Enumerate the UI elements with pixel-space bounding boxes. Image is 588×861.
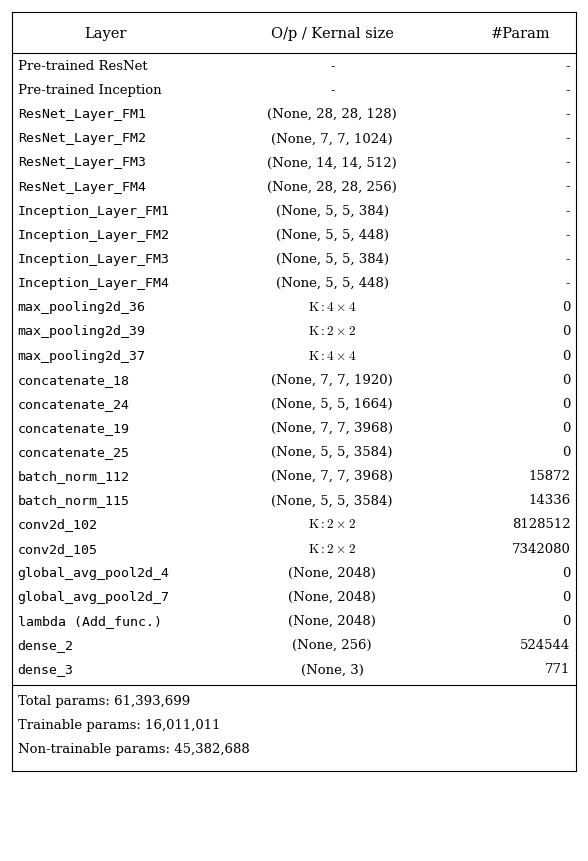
Text: Total params: 61,393,699: Total params: 61,393,699 — [18, 694, 190, 707]
Text: 524544: 524544 — [520, 638, 570, 652]
Text: ResNet_Layer_FM1: ResNet_Layer_FM1 — [18, 108, 146, 121]
Text: -: - — [566, 276, 570, 290]
Text: batch_norm_115: batch_norm_115 — [18, 493, 129, 507]
Text: 0: 0 — [562, 566, 570, 579]
Text: lambda (Add_func.): lambda (Add_func.) — [18, 614, 162, 628]
Text: (None, 14, 14, 512): (None, 14, 14, 512) — [268, 156, 397, 170]
Text: max_pooling2d_37: max_pooling2d_37 — [18, 349, 146, 362]
Text: -: - — [566, 59, 570, 73]
Text: (None, 5, 5, 448): (None, 5, 5, 448) — [276, 276, 389, 290]
Text: 0: 0 — [562, 325, 570, 338]
Text: global_avg_pool2d_7: global_avg_pool2d_7 — [18, 590, 170, 604]
Text: O/p / Kernal size: O/p / Kernal size — [271, 27, 393, 40]
Text: global_avg_pool2d_4: global_avg_pool2d_4 — [18, 566, 170, 579]
Text: 15872: 15872 — [529, 469, 570, 483]
Text: (None, 2048): (None, 2048) — [288, 566, 376, 579]
Text: Layer: Layer — [85, 27, 127, 40]
Text: concatenate_24: concatenate_24 — [18, 397, 129, 411]
Text: (None, 5, 5, 384): (None, 5, 5, 384) — [276, 204, 389, 218]
Text: (None, 5, 5, 384): (None, 5, 5, 384) — [276, 252, 389, 266]
Text: (None, 5, 5, 1664): (None, 5, 5, 1664) — [272, 397, 393, 411]
Text: dense_2: dense_2 — [18, 638, 74, 652]
Text: ResNet_Layer_FM2: ResNet_Layer_FM2 — [18, 132, 146, 146]
Text: concatenate_19: concatenate_19 — [18, 421, 129, 435]
Text: ResNet_Layer_FM3: ResNet_Layer_FM3 — [18, 156, 146, 170]
Text: (None, 2048): (None, 2048) — [288, 590, 376, 604]
Text: -: - — [330, 84, 335, 97]
Text: batch_norm_112: batch_norm_112 — [18, 469, 129, 483]
Text: (None, 28, 28, 128): (None, 28, 28, 128) — [268, 108, 397, 121]
Text: (None, 256): (None, 256) — [292, 638, 372, 652]
Text: 14336: 14336 — [528, 493, 570, 507]
Text: (None, 2048): (None, 2048) — [288, 614, 376, 628]
Text: Pre-trained ResNet: Pre-trained ResNet — [18, 59, 147, 73]
Text: 0: 0 — [562, 300, 570, 314]
Text: -: - — [566, 156, 570, 170]
Text: (None, 7, 7, 1920): (None, 7, 7, 1920) — [271, 373, 393, 387]
Text: Non-trainable params: 45,382,688: Non-trainable params: 45,382,688 — [18, 742, 249, 755]
Text: (None, 7, 7, 3968): (None, 7, 7, 3968) — [271, 469, 393, 483]
Text: -: - — [330, 59, 335, 73]
Text: 0: 0 — [562, 421, 570, 435]
Text: 0: 0 — [562, 445, 570, 459]
Text: (None, 5, 5, 448): (None, 5, 5, 448) — [276, 228, 389, 242]
Text: Inception_Layer_FM2: Inception_Layer_FM2 — [18, 228, 170, 242]
Text: Inception_Layer_FM1: Inception_Layer_FM1 — [18, 204, 170, 218]
Text: conv2d_102: conv2d_102 — [18, 517, 98, 531]
Text: Trainable params: 16,011,011: Trainable params: 16,011,011 — [18, 718, 220, 731]
Text: (None, 3): (None, 3) — [301, 662, 363, 676]
Text: 0: 0 — [562, 590, 570, 604]
Text: -: - — [566, 180, 570, 194]
Text: (None, 5, 5, 3584): (None, 5, 5, 3584) — [272, 445, 393, 459]
Text: max_pooling2d_36: max_pooling2d_36 — [18, 300, 146, 314]
Text: 8128512: 8128512 — [512, 517, 570, 531]
Text: -: - — [566, 132, 570, 146]
Text: -: - — [566, 108, 570, 121]
Text: $\mathrm{K} : 4 \times 4$: $\mathrm{K} : 4 \times 4$ — [308, 300, 356, 314]
Text: -: - — [566, 252, 570, 266]
Text: (None, 28, 28, 256): (None, 28, 28, 256) — [268, 180, 397, 194]
Text: ResNet_Layer_FM4: ResNet_Layer_FM4 — [18, 180, 146, 194]
Text: Inception_Layer_FM4: Inception_Layer_FM4 — [18, 276, 170, 290]
Text: Inception_Layer_FM3: Inception_Layer_FM3 — [18, 252, 170, 266]
Text: concatenate_25: concatenate_25 — [18, 445, 129, 459]
Text: $\mathrm{K} : 4 \times 4$: $\mathrm{K} : 4 \times 4$ — [308, 349, 356, 362]
Text: 0: 0 — [562, 373, 570, 387]
Text: 0: 0 — [562, 614, 570, 628]
Text: -: - — [566, 204, 570, 218]
Text: concatenate_18: concatenate_18 — [18, 373, 129, 387]
Text: (None, 5, 5, 3584): (None, 5, 5, 3584) — [272, 493, 393, 507]
Text: 0: 0 — [562, 349, 570, 362]
Text: 7342080: 7342080 — [512, 542, 570, 555]
Text: conv2d_105: conv2d_105 — [18, 542, 98, 555]
Text: (None, 7, 7, 3968): (None, 7, 7, 3968) — [271, 421, 393, 435]
Text: max_pooling2d_39: max_pooling2d_39 — [18, 325, 146, 338]
Text: $\mathrm{K} : 2 \times 2$: $\mathrm{K} : 2 \times 2$ — [308, 542, 356, 555]
Text: (None, 7, 7, 1024): (None, 7, 7, 1024) — [272, 132, 393, 146]
Text: $\mathrm{K} : 2 \times 2$: $\mathrm{K} : 2 \times 2$ — [308, 517, 356, 531]
Text: 0: 0 — [562, 397, 570, 411]
Text: #Param: #Param — [490, 27, 550, 40]
Text: -: - — [566, 228, 570, 242]
Text: dense_3: dense_3 — [18, 662, 74, 676]
Text: 771: 771 — [545, 662, 570, 676]
Text: Pre-trained Inception: Pre-trained Inception — [18, 84, 161, 97]
Text: $\mathrm{K} : 2 \times 2$: $\mathrm{K} : 2 \times 2$ — [308, 325, 356, 338]
Text: -: - — [566, 84, 570, 97]
